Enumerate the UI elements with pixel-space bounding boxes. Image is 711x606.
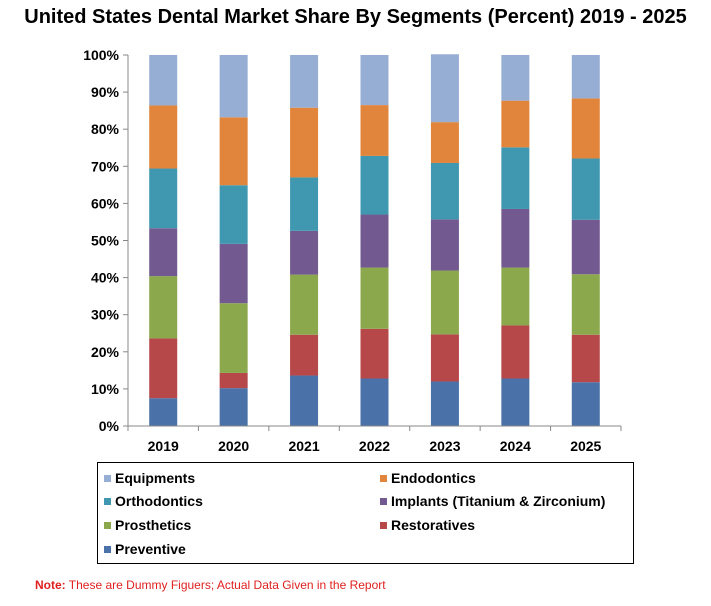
note-label: Note:	[35, 578, 66, 592]
bar-segment-prosthetics-2025	[571, 274, 600, 335]
stacked-bar-chart: 0% 10% 20% 30% 40% 50% 60% 70% 80% 90% 100% 2019 202…	[83, 47, 622, 454]
bar-segment-implants-titanium-zirconium-2024	[501, 208, 530, 268]
x-tick-label: 2024	[500, 438, 531, 454]
x-tick-label: 2021	[288, 438, 319, 454]
bar-segment-orthodontics-2022	[360, 155, 389, 215]
bar-segment-endodontics-2023	[430, 122, 459, 163]
bar-segment-implants-titanium-zirconium-2020	[219, 243, 248, 304]
y-tick-label: 40%	[91, 270, 120, 286]
bar-segment-implants-titanium-zirconium-2021	[290, 230, 319, 275]
bar-segment-equipments-2023	[430, 54, 459, 123]
x-tick-label: 2020	[218, 438, 249, 454]
bar-segment-preventive-2022	[360, 378, 389, 426]
legend-label: Prosthetics	[115, 517, 192, 533]
y-tick-label: 60%	[91, 195, 120, 211]
bar-segment-preventive-2020	[219, 388, 248, 426]
bar-segment-orthodontics-2019	[149, 168, 178, 229]
bar-segment-implants-titanium-zirconium-2025	[571, 219, 600, 275]
bar-segment-restoratives-2024	[501, 325, 530, 379]
bar-segment-endodontics-2019	[149, 105, 178, 169]
legend-label: Restoratives	[391, 517, 476, 533]
bar-segment-orthodontics-2024	[501, 147, 530, 209]
bar-segment-equipments-2021	[290, 55, 319, 108]
bar-segment-restoratives-2022	[360, 328, 389, 379]
bar-segment-implants-titanium-zirconium-2022	[360, 214, 389, 268]
bar-segment-equipments-2025	[571, 55, 600, 99]
bar-segment-preventive-2025	[571, 382, 600, 426]
bar-segment-endodontics-2022	[360, 105, 389, 156]
bar-segment-equipments-2019	[149, 55, 178, 106]
legend-swatch	[104, 497, 111, 505]
legend: Equipments Endodontics Orthodontics Impl…	[97, 462, 634, 564]
legend-label: Endodontics	[391, 470, 476, 486]
x-tick-label: 2019	[148, 438, 179, 454]
bar-segment-orthodontics-2025	[571, 158, 600, 220]
legend-swatch	[380, 474, 387, 482]
legend-label: Equipments	[115, 470, 196, 486]
x-tick-label: 2022	[359, 438, 390, 454]
legend-item-implants: Implants (Titanium & Zirconium)	[380, 491, 605, 511]
legend-item-restoratives: Restoratives	[380, 515, 475, 535]
bar-segment-equipments-2020	[219, 55, 248, 118]
footnote: Note: These are Dummy Figuers; Actual Da…	[35, 578, 386, 592]
legend-item-equipments: Equipments	[104, 468, 195, 488]
y-tick-label: 20%	[91, 344, 120, 360]
bar-segment-restoratives-2025	[571, 334, 600, 383]
bar-segment-prosthetics-2019	[149, 276, 178, 339]
y-tick-label: 70%	[91, 158, 120, 174]
bar-segment-endodontics-2024	[501, 100, 530, 148]
bar-segment-preventive-2023	[430, 381, 459, 426]
bar-segment-endodontics-2020	[219, 117, 248, 186]
legend-label: Implants (Titanium & Zirconium)	[391, 493, 606, 509]
y-tick-label: 100%	[83, 47, 119, 63]
bar-segment-restoratives-2021	[290, 334, 319, 376]
x-tick-label: 2025	[570, 438, 601, 454]
y-tick-label: 30%	[91, 307, 120, 323]
legend-label: Preventive	[115, 541, 186, 557]
bar-segment-orthodontics-2023	[430, 162, 459, 220]
bar-segment-prosthetics-2020	[219, 303, 248, 373]
bar-segment-implants-titanium-zirconium-2023	[430, 219, 459, 271]
legend-swatch	[104, 545, 111, 553]
legend-swatch	[380, 497, 387, 505]
bar-segment-endodontics-2025	[571, 98, 600, 159]
bar-segment-preventive-2024	[501, 378, 530, 426]
bar-segment-prosthetics-2021	[290, 274, 319, 335]
bar-segment-prosthetics-2024	[501, 267, 530, 326]
legend-item-endodontics: Endodontics	[380, 468, 476, 488]
legend-item-orthodontics: Orthodontics	[104, 491, 203, 511]
bar-segment-prosthetics-2023	[430, 270, 459, 335]
y-tick-label: 80%	[91, 121, 120, 137]
bar-segment-preventive-2019	[149, 398, 178, 426]
y-tick-label: 90%	[91, 84, 120, 100]
legend-label: Orthodontics	[115, 493, 203, 509]
x-tick-label: 2023	[429, 438, 460, 454]
bar-segment-preventive-2021	[290, 375, 319, 426]
bar-segment-implants-titanium-zirconium-2019	[149, 228, 178, 277]
legend-swatch	[104, 521, 111, 529]
bar-segment-restoratives-2023	[430, 334, 459, 382]
note-text: These are Dummy Figuers; Actual Data Giv…	[65, 578, 386, 592]
bar-segment-prosthetics-2022	[360, 267, 389, 329]
y-tick-label: 50%	[91, 233, 120, 249]
bar-segment-endodontics-2021	[290, 107, 319, 178]
y-tick-label: 0%	[99, 418, 120, 434]
y-tick-label: 10%	[91, 381, 120, 397]
legend-swatch	[380, 521, 387, 529]
bar-segment-orthodontics-2021	[290, 177, 319, 231]
legend-item-preventive: Preventive	[104, 539, 186, 559]
bar-segment-restoratives-2020	[219, 372, 248, 389]
bar-segment-equipments-2022	[360, 55, 389, 106]
chart-title: United States Dental Market Share By Seg…	[24, 6, 687, 28]
bar-segment-restoratives-2019	[149, 338, 178, 399]
bar-segment-orthodontics-2020	[219, 185, 248, 244]
legend-item-prosthetics: Prosthetics	[104, 515, 191, 535]
bar-segment-equipments-2024	[501, 55, 530, 101]
legend-swatch	[104, 474, 111, 482]
